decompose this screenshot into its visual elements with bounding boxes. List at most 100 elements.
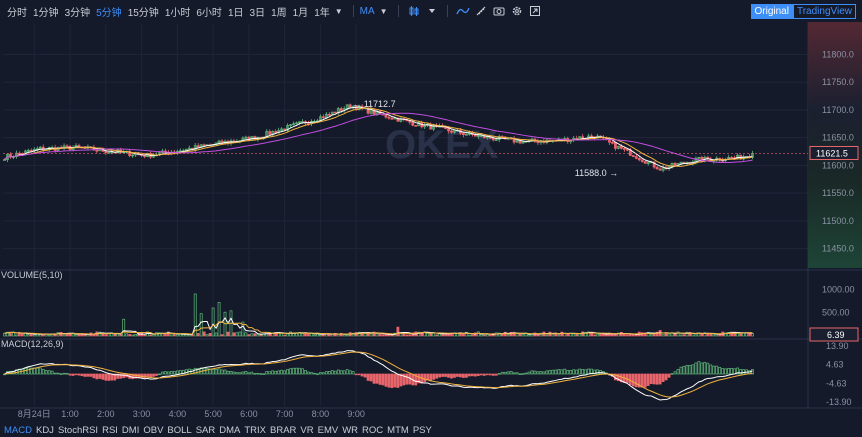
volume-bar xyxy=(32,334,36,337)
volume-bar xyxy=(625,334,629,337)
volume-bar xyxy=(682,334,686,337)
indicator-tab-emv[interactable]: EMV xyxy=(317,425,339,436)
volume-last-badge xyxy=(809,327,859,342)
indicator-tab-roc[interactable]: ROC xyxy=(362,425,384,436)
indicator-tab-trix[interactable]: TRIX xyxy=(244,425,267,436)
volume-bar xyxy=(149,334,152,337)
candle xyxy=(617,145,620,149)
indicator-tab-psy[interactable]: PSY xyxy=(412,425,432,436)
ma10-line xyxy=(4,107,753,167)
macd-bar xyxy=(509,371,513,375)
volume-bar xyxy=(330,334,334,337)
macd-bar xyxy=(619,373,623,383)
macd-bar xyxy=(280,369,284,375)
candle xyxy=(393,117,397,120)
candle xyxy=(494,139,498,141)
indicator-tab-rsi[interactable]: RSI xyxy=(102,425,118,436)
price-tick-label: 11750.0 xyxy=(822,77,854,87)
candle xyxy=(298,121,301,124)
macd-bar xyxy=(470,373,474,377)
timeframe-dropdown-icon[interactable]: ▼ xyxy=(334,6,343,16)
price-tick-label: 11500.0 xyxy=(822,216,854,226)
candle xyxy=(619,145,623,149)
candle xyxy=(283,128,287,131)
volume-bar xyxy=(706,332,710,337)
timeframe-11[interactable]: 1年 xyxy=(314,7,330,19)
timeframe-5[interactable]: 1小时 xyxy=(164,7,191,19)
timeframe-6[interactable]: 6小时 xyxy=(196,7,222,19)
time-tick-label: 8:00 xyxy=(312,409,330,419)
macd-bar xyxy=(631,373,635,387)
volume-bar xyxy=(488,334,492,337)
timeframe-9[interactable]: 1周 xyxy=(271,7,287,19)
volume-bar xyxy=(143,334,146,337)
candle xyxy=(652,161,656,168)
indicator-select[interactable]: MA xyxy=(359,5,375,17)
timeframe-7[interactable]: 1日 xyxy=(227,7,244,19)
candle xyxy=(611,141,614,144)
indicator-tab-mtm[interactable]: MTM xyxy=(387,425,409,436)
candle xyxy=(625,148,629,151)
volume-bar xyxy=(485,334,489,337)
macd-bar xyxy=(512,372,516,375)
line-tool-icon[interactable] xyxy=(454,2,472,20)
fullscreen-icon[interactable] xyxy=(526,2,544,20)
volume-bar xyxy=(241,321,245,337)
volume-bar xyxy=(378,333,382,337)
volume-bar xyxy=(313,334,316,337)
indicator-tab-wr[interactable]: WR xyxy=(342,425,359,436)
macd-bar xyxy=(149,373,152,378)
candle xyxy=(673,162,677,166)
volume-bar xyxy=(301,333,304,337)
volume-bar xyxy=(703,332,707,337)
macd-bar xyxy=(673,371,677,375)
timeframe-10[interactable]: 1月 xyxy=(292,7,309,19)
timeframe-8[interactable]: 3日 xyxy=(249,7,266,19)
indicator-dropdown-icon[interactable]: ▼ xyxy=(379,6,388,16)
macd-bar xyxy=(339,370,343,375)
volume-bar xyxy=(655,331,659,337)
candle-type-dropdown-icon[interactable] xyxy=(423,2,441,20)
view-original-button[interactable]: Original xyxy=(750,4,793,19)
candle-type-icon[interactable] xyxy=(405,2,423,20)
timeframe-1[interactable]: 1分钟 xyxy=(33,7,59,19)
camera-icon[interactable] xyxy=(490,2,508,20)
macd-bar xyxy=(617,373,620,382)
macd-bar xyxy=(38,367,42,375)
macd-bar xyxy=(369,373,373,382)
toolbar: 分时 1分钟 3分钟 5分钟 15分钟 1小时 6小时 1日 3日 1周 1月 1年 ▼ MA ▼ xyxy=(0,0,862,22)
macd-bar xyxy=(289,368,292,375)
indicator-tab-obv[interactable]: OBV xyxy=(143,425,164,436)
volume-bar xyxy=(679,334,683,337)
volume-bar xyxy=(74,334,78,337)
macd-bar xyxy=(35,367,39,375)
indicator-tab-kdj[interactable]: KDJ xyxy=(35,425,54,436)
macd-bar xyxy=(321,372,325,375)
view-tradingview-button[interactable]: TradingView xyxy=(792,4,856,19)
macd-bar xyxy=(161,371,164,375)
indicator-tab-stochrsi[interactable]: StochRSI xyxy=(57,425,99,436)
indicator-tab-sar[interactable]: SAR xyxy=(195,425,216,436)
timeframe-2[interactable]: 3分钟 xyxy=(64,7,91,19)
ruler-icon[interactable] xyxy=(472,2,490,20)
macd-bar xyxy=(104,373,108,381)
macd-bar xyxy=(134,373,138,379)
indicator-tab-vr[interactable]: VR xyxy=(300,425,314,436)
macd-bar xyxy=(196,368,200,375)
timeframe-3[interactable]: 5分钟 xyxy=(96,7,122,19)
indicator-tab-boll[interactable]: BOLL xyxy=(167,425,192,436)
indicator-tab-macd[interactable]: MACD xyxy=(4,425,32,436)
volume-bar xyxy=(581,331,585,337)
timeframe-4[interactable]: 15分钟 xyxy=(127,7,159,19)
gear-icon[interactable] xyxy=(508,2,526,20)
indicator-tab-dma[interactable]: DMA xyxy=(219,425,241,436)
volume-bar xyxy=(533,332,537,337)
indicator-tab-dmi[interactable]: DMI xyxy=(121,425,140,436)
candle xyxy=(333,111,337,114)
volume-bar xyxy=(649,334,653,337)
indicator-tab-brar[interactable]: BRAR xyxy=(270,425,297,436)
volume-bar xyxy=(369,333,373,337)
timeframe-0[interactable]: 分时 xyxy=(7,7,27,19)
macd-bar xyxy=(143,373,146,379)
